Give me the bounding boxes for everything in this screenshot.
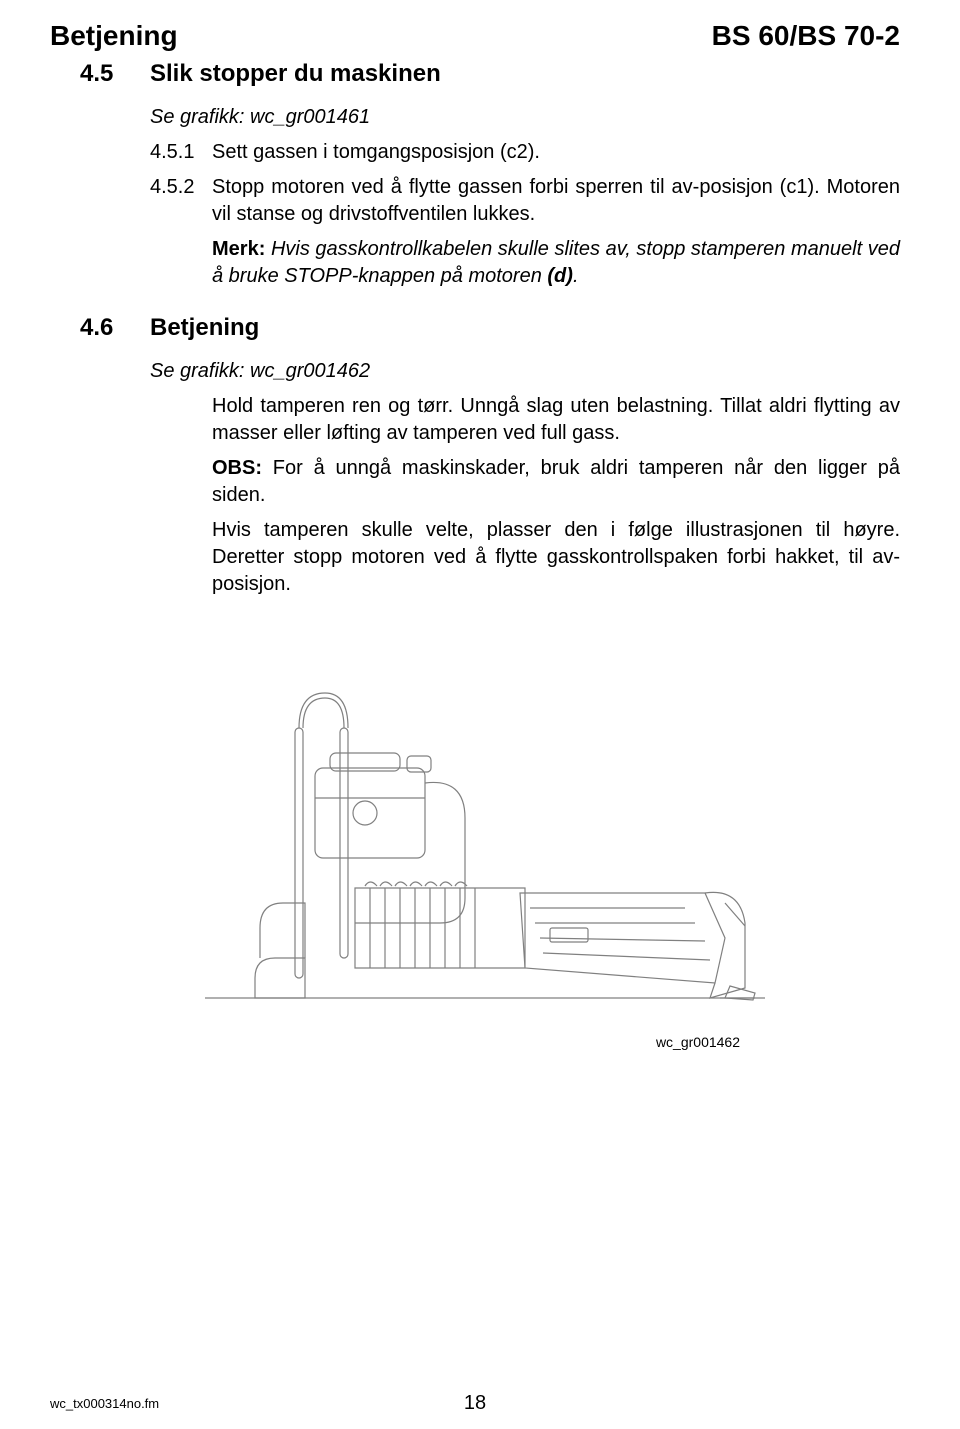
manual-page: Betjening BS 60/BS 70-2 4.5 Slik stopper… (0, 0, 960, 1429)
obs-body: For å unngå maskinskader, bruk aldri tam… (212, 457, 900, 506)
step-index: 4.5.1 (150, 139, 212, 166)
section-number: 4.6 (80, 314, 150, 342)
paragraph: Hvis tamperen skulle velte, plasser den … (212, 517, 900, 598)
graphic-reference: Se grafikk: wc_gr001461 (150, 106, 900, 129)
note-label: Merk: (212, 238, 265, 260)
figure-caption: wc_gr001462 (50, 1034, 740, 1050)
graphic-reference: Se grafikk: wc_gr001462 (150, 360, 900, 383)
figure (50, 638, 900, 1028)
page-header: Betjening BS 60/BS 70-2 (50, 20, 900, 52)
obs-paragraph: OBS: For å unngå maskinskader, bruk aldr… (212, 455, 900, 509)
header-left: Betjening (50, 20, 178, 52)
page-footer: wc_tx000314no.fm 18 (50, 1396, 900, 1411)
obs-label: OBS: (212, 457, 262, 479)
step-text: Stopp motoren ved å flytte gassen forbi … (212, 174, 900, 228)
step-index: 4.5.2 (150, 174, 212, 228)
step-row: 4.5.1 Sett gassen i tomgangsposisjon (c2… (150, 139, 900, 166)
note-ref: (d) (547, 265, 573, 287)
section-title: Betjening (150, 314, 259, 342)
header-right: BS 60/BS 70-2 (712, 20, 900, 52)
tamper-diagram (165, 638, 785, 1028)
section-number: 4.5 (80, 60, 150, 88)
step-row: 4.5.2 Stopp motoren ved å flytte gassen … (150, 174, 900, 228)
footer-filename: wc_tx000314no.fm (50, 1396, 159, 1411)
section-title: Slik stopper du maskinen (150, 60, 441, 88)
step-text: Sett gassen i tomgangsposisjon (c2). (212, 139, 900, 166)
paragraph: Hold tamperen ren og tørr. Unngå slag ut… (212, 393, 900, 447)
footer-page-number: 18 (464, 1392, 486, 1415)
note-line: Merk: Hvis gasskontrollkabelen skulle sl… (212, 236, 900, 290)
section-46-heading: 4.6 Betjening (80, 314, 900, 342)
section-45-heading: 4.5 Slik stopper du maskinen (80, 60, 900, 88)
note-period: . (573, 265, 579, 287)
section-45-body: Se grafikk: wc_gr001461 4.5.1 Sett gasse… (150, 106, 900, 290)
section-46-body: Se grafikk: wc_gr001462 Hold tamperen re… (150, 360, 900, 598)
